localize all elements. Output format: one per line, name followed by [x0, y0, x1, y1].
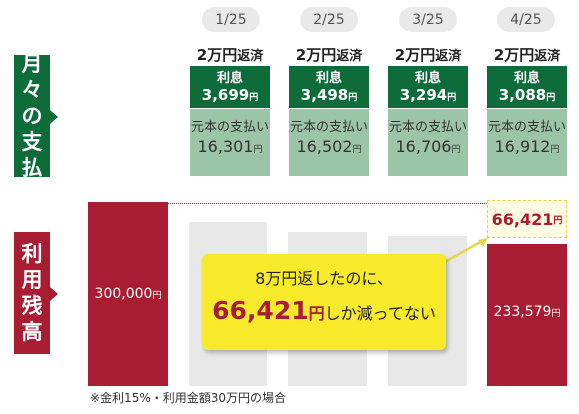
month-pill-3: 3/25 — [399, 7, 457, 32]
month-pill-2: 2/25 — [300, 7, 358, 32]
side-label-monthly: 月々の支払 — [14, 52, 50, 180]
interest-box-4: 利息 3,088円 — [487, 66, 567, 108]
arrow-right-icon — [50, 287, 58, 301]
month-pill-1: 1/25 — [202, 7, 260, 32]
principal-box-3: 元本の支払い 16,706円 — [388, 109, 468, 176]
reduced-amount-box: 66,421 円 — [487, 200, 567, 238]
balance-bar-end: 233,579円 — [487, 244, 567, 386]
balance-bar-start: 300,000円 — [88, 202, 168, 386]
month-pill-4: 4/25 — [497, 7, 555, 32]
principal-box-2: 元本の支払い 16,502円 — [289, 109, 369, 176]
repay-label-2: 2万円返済 — [295, 46, 363, 64]
interest-box-2: 利息 3,498円 — [289, 66, 369, 108]
reference-line — [167, 203, 489, 204]
arrow-right-icon — [50, 110, 58, 124]
interest-box-1: 利息 3,699円 — [190, 66, 270, 108]
repay-label-3: 2万円返済 — [394, 46, 462, 64]
side-label-balance: 利用残高 — [14, 232, 50, 354]
principal-box-4: 元本の支払い 16,912円 — [487, 109, 567, 176]
callout-box: 8万円返したのに、 66,421円しか減ってない — [202, 254, 446, 350]
callout-line1: 8万円返したのに、 — [255, 269, 393, 288]
footnote: ※金利15%・利用金額30万円の場合 — [90, 391, 286, 405]
callout-line2: 66,421円しか減ってない — [212, 296, 436, 325]
principal-box-1: 元本の支払い 16,301円 — [190, 109, 270, 176]
repay-label-1: 2万円返済 — [196, 46, 264, 64]
repay-label-4: 2万円返済 — [493, 46, 561, 64]
interest-box-3: 利息 3,294円 — [388, 66, 468, 108]
